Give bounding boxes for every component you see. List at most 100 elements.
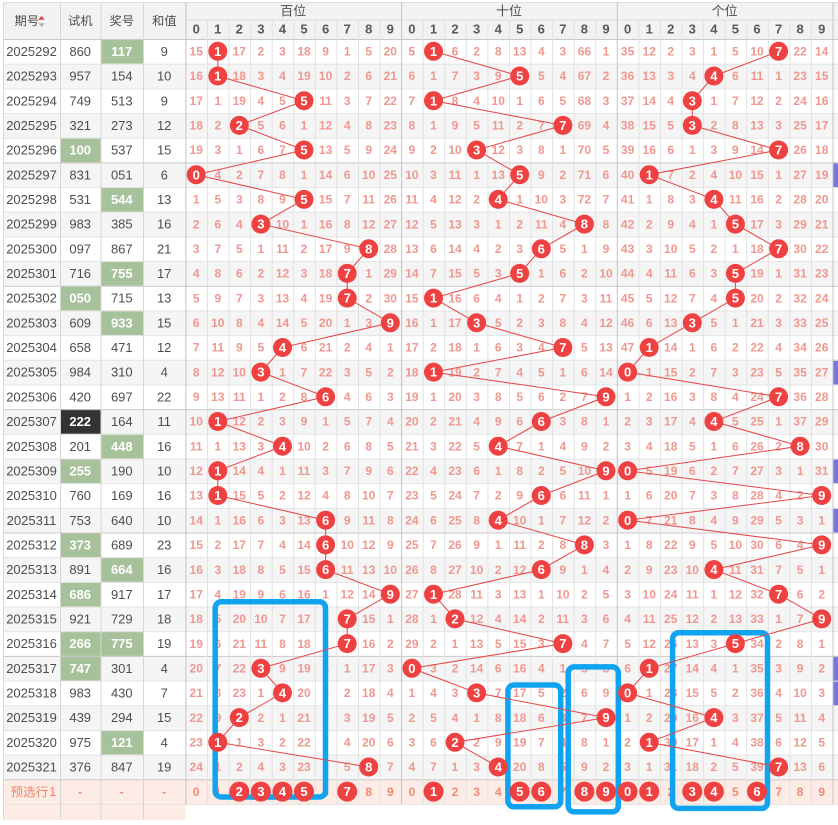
svg-text:2025296: 2025296: [6, 143, 57, 158]
svg-text:12: 12: [405, 217, 419, 231]
svg-text:25: 25: [750, 415, 764, 429]
svg-text:0: 0: [193, 785, 200, 799]
svg-text:2: 2: [236, 118, 243, 133]
svg-text:1: 1: [603, 489, 610, 503]
svg-text:11: 11: [319, 94, 332, 108]
svg-text:9: 9: [646, 563, 653, 577]
svg-text:2: 2: [430, 637, 437, 651]
svg-text:1: 1: [344, 316, 351, 330]
svg-text:867: 867: [111, 241, 133, 256]
svg-text:1: 1: [646, 365, 653, 379]
svg-text:47: 47: [621, 341, 635, 355]
svg-text:2025298: 2025298: [6, 192, 57, 207]
svg-text:21: 21: [233, 637, 247, 651]
svg-text:2: 2: [430, 415, 437, 429]
svg-text:9: 9: [214, 291, 221, 305]
svg-text:1: 1: [236, 143, 243, 157]
svg-text:23: 23: [664, 563, 678, 577]
svg-text:2025305: 2025305: [6, 365, 57, 380]
svg-text:23: 23: [157, 538, 171, 553]
svg-text:6: 6: [322, 538, 329, 553]
svg-text:983: 983: [69, 217, 91, 232]
svg-text:3: 3: [236, 193, 243, 207]
svg-text:6: 6: [560, 489, 567, 503]
svg-text:4: 4: [214, 587, 221, 601]
svg-text:44: 44: [621, 267, 635, 281]
svg-text:2: 2: [452, 662, 459, 676]
svg-text:35: 35: [750, 662, 764, 676]
svg-text:4: 4: [603, 119, 610, 133]
svg-text:2025314: 2025314: [6, 587, 57, 602]
svg-text:20: 20: [664, 489, 678, 503]
svg-text:7: 7: [214, 662, 221, 676]
svg-text:3: 3: [516, 341, 523, 355]
svg-text:4: 4: [495, 785, 502, 799]
svg-text:12: 12: [341, 587, 355, 601]
svg-text:6: 6: [516, 415, 523, 429]
svg-text:2: 2: [667, 45, 674, 59]
svg-text:2: 2: [646, 217, 653, 231]
svg-text:4: 4: [279, 784, 287, 799]
svg-text:1: 1: [387, 341, 394, 355]
svg-text:1: 1: [409, 686, 416, 700]
svg-text:3: 3: [689, 315, 696, 330]
svg-text:22: 22: [297, 736, 311, 750]
svg-text:2: 2: [711, 612, 718, 626]
svg-text:2: 2: [624, 415, 631, 429]
svg-text:1: 1: [624, 538, 631, 552]
svg-text:7: 7: [559, 22, 566, 37]
svg-text:2: 2: [344, 69, 351, 83]
svg-text:14: 14: [448, 242, 462, 256]
svg-text:9: 9: [387, 538, 394, 552]
svg-text:20: 20: [750, 291, 764, 305]
svg-text:28: 28: [815, 390, 829, 404]
svg-text:11: 11: [211, 341, 224, 355]
svg-text:9: 9: [602, 463, 609, 478]
svg-text:2025293: 2025293: [6, 69, 57, 84]
svg-text:71: 71: [578, 168, 592, 182]
svg-text:4: 4: [710, 414, 718, 429]
svg-text:3: 3: [257, 365, 264, 380]
svg-text:16: 16: [233, 513, 247, 527]
svg-text:13: 13: [492, 168, 506, 182]
svg-text:9: 9: [365, 143, 372, 157]
svg-text:0: 0: [624, 686, 631, 701]
svg-text:9: 9: [667, 217, 674, 231]
svg-text:9: 9: [732, 513, 739, 527]
svg-text:7: 7: [301, 365, 308, 379]
svg-text:18: 18: [405, 365, 419, 379]
svg-text:4: 4: [711, 168, 718, 182]
svg-text:17: 17: [405, 341, 419, 355]
svg-text:6: 6: [689, 464, 696, 478]
svg-text:8: 8: [560, 316, 567, 330]
svg-text:8: 8: [603, 217, 610, 231]
svg-text:19: 19: [405, 390, 419, 404]
svg-text:117: 117: [111, 44, 132, 59]
svg-text:14: 14: [319, 168, 333, 182]
svg-text:5: 5: [300, 143, 307, 158]
svg-text:8: 8: [797, 785, 804, 799]
svg-text:8: 8: [581, 736, 588, 750]
svg-text:10: 10: [319, 69, 333, 83]
svg-text:5: 5: [516, 784, 523, 799]
svg-text:3: 3: [430, 662, 437, 676]
svg-text:11: 11: [794, 711, 807, 725]
svg-text:11: 11: [298, 464, 311, 478]
svg-text:2: 2: [236, 710, 243, 725]
svg-text:1: 1: [732, 662, 739, 676]
svg-text:24: 24: [664, 587, 678, 601]
svg-text:30: 30: [815, 439, 829, 453]
svg-text:25: 25: [793, 119, 807, 133]
svg-text:1: 1: [538, 267, 545, 281]
svg-text:6: 6: [344, 439, 351, 453]
svg-text:7: 7: [387, 489, 394, 503]
svg-text:1: 1: [322, 415, 329, 429]
svg-text:6: 6: [538, 488, 545, 503]
svg-text:4: 4: [495, 513, 503, 528]
svg-text:21: 21: [384, 69, 398, 83]
svg-text:7: 7: [775, 44, 782, 59]
svg-text:15: 15: [157, 315, 171, 330]
svg-text:1: 1: [646, 760, 653, 774]
svg-text:4: 4: [279, 439, 287, 454]
svg-text:5: 5: [732, 415, 739, 429]
